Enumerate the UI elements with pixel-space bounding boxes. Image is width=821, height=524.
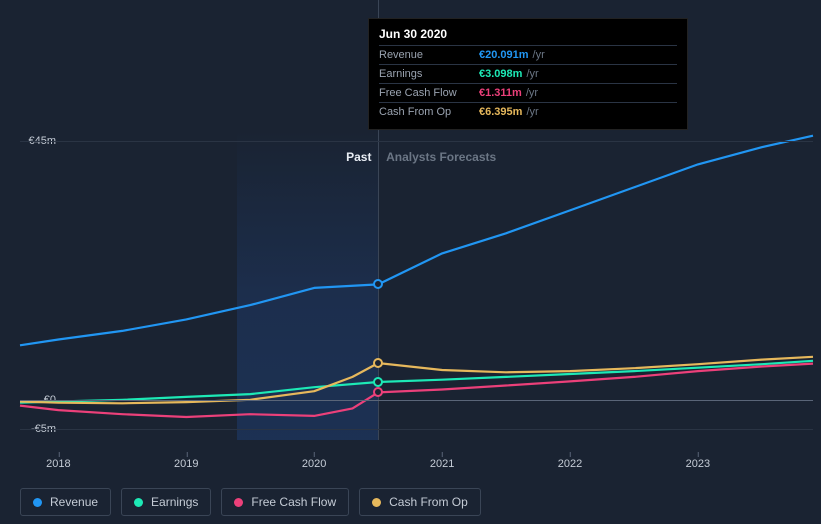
legend-label: Earnings xyxy=(151,495,198,509)
legend-item-fcf[interactable]: Free Cash Flow xyxy=(221,488,349,516)
x-axis-label: 2020 xyxy=(302,458,326,470)
marker-fcf xyxy=(373,387,383,397)
series-revenue xyxy=(20,136,813,346)
tooltip-row-value: €3.098m xyxy=(479,68,522,80)
tooltip-row-label: Earnings xyxy=(379,68,479,80)
tooltip-row-label: Cash From Op xyxy=(379,106,479,118)
tooltip-row: Free Cash Flow€1.311m/yr xyxy=(379,83,677,102)
legend-swatch xyxy=(234,498,243,507)
tooltip-row-value: €1.311m xyxy=(479,87,522,99)
tooltip-row-unit: /yr xyxy=(526,106,538,118)
tooltip-row-unit: /yr xyxy=(526,87,538,99)
gridline xyxy=(20,141,813,142)
legend-label: Free Cash Flow xyxy=(251,495,336,509)
tooltip-row-label: Revenue xyxy=(379,49,479,61)
gridline xyxy=(20,400,813,401)
legend-item-revenue[interactable]: Revenue xyxy=(20,488,111,516)
tooltip-row-value: €6.395m xyxy=(479,106,522,118)
legend-swatch xyxy=(372,498,381,507)
tooltip-row: Revenue€20.091m/yr xyxy=(379,45,677,64)
series-fcf xyxy=(20,364,813,417)
legend-item-earnings[interactable]: Earnings xyxy=(121,488,211,516)
legend-swatch xyxy=(134,498,143,507)
tooltip-row-value: €20.091m xyxy=(479,49,529,61)
tooltip-row: Earnings€3.098m/yr xyxy=(379,64,677,83)
x-axis-label: 2018 xyxy=(46,458,70,470)
tooltip-row-unit: /yr xyxy=(533,49,545,61)
legend-label: Cash From Op xyxy=(389,495,468,509)
tooltip-row-label: Free Cash Flow xyxy=(379,87,479,99)
legend-item-cfo[interactable]: Cash From Op xyxy=(359,488,481,516)
x-axis-label: 2023 xyxy=(686,458,710,470)
x-axis-label: 2022 xyxy=(558,458,582,470)
tooltip-row: Cash From Op€6.395m/yr xyxy=(379,102,677,121)
gridline xyxy=(20,429,813,430)
legend-swatch xyxy=(33,498,42,507)
x-axis-label: 2019 xyxy=(174,458,198,470)
tooltip-row-unit: /yr xyxy=(526,68,538,80)
legend-label: Revenue xyxy=(50,495,98,509)
tooltip: Jun 30 2020 Revenue€20.091m/yrEarnings€3… xyxy=(368,18,688,130)
marker-earnings xyxy=(373,377,383,387)
marker-revenue xyxy=(373,279,383,289)
x-axis-label: 2021 xyxy=(430,458,454,470)
tooltip-rows: Revenue€20.091m/yrEarnings€3.098m/yrFree… xyxy=(379,45,677,121)
tooltip-date: Jun 30 2020 xyxy=(379,27,677,45)
marker-cfo xyxy=(373,358,383,368)
x-axis: 2018 2019 2020 2021 2022 2023 xyxy=(20,452,813,472)
legend: Revenue Earnings Free Cash Flow Cash From O… xyxy=(20,488,481,516)
